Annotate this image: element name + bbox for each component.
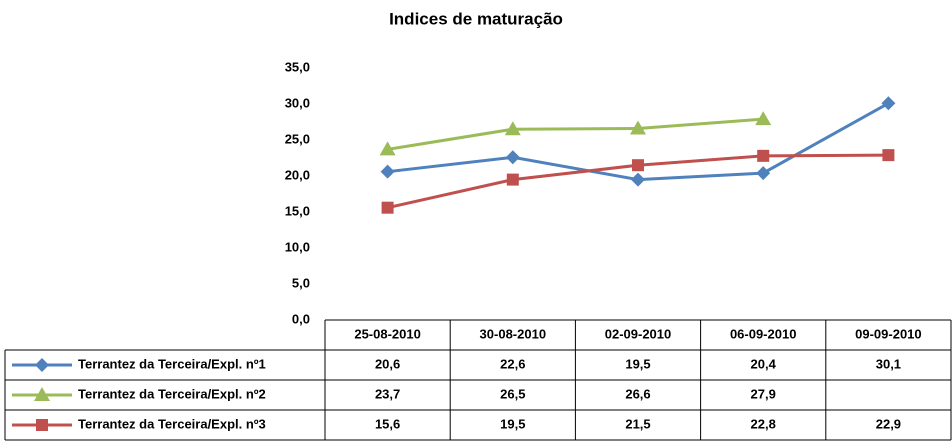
x-tick-label: 25-08-2010: [354, 326, 421, 341]
table-value: 19,5: [625, 356, 650, 371]
marker: [504, 121, 521, 136]
table-value: 20,6: [375, 356, 400, 371]
table-value: 26,6: [625, 386, 650, 401]
table-value: 22,8: [751, 416, 776, 431]
table-value: 22,6: [500, 356, 525, 371]
x-tick-label: 30-08-2010: [480, 326, 547, 341]
y-tick-label: 30,0: [285, 95, 310, 110]
x-tick-label: 09-09-2010: [855, 326, 922, 341]
marker: [881, 96, 896, 111]
y-tick-label: 5,0: [292, 275, 310, 290]
marker: [882, 149, 895, 162]
legend-label: Terrantez da Terceira/Expl. nº2: [78, 386, 266, 401]
y-tick-label: 25,0: [285, 131, 310, 146]
table-value: 19,5: [500, 416, 525, 431]
table-value: 30,1: [876, 356, 901, 371]
table-value: 23,7: [375, 386, 400, 401]
x-tick-label: 06-09-2010: [730, 326, 797, 341]
marker: [755, 111, 772, 126]
y-tick-label: 0,0: [292, 311, 310, 326]
marker: [34, 387, 50, 401]
y-tick-label: 35,0: [285, 59, 310, 74]
table-value: 21,5: [625, 416, 650, 431]
table-value: 22,9: [876, 416, 901, 431]
legend-label: Terrantez da Terceira/Expl. nº1: [78, 356, 266, 371]
table-value: 15,6: [375, 416, 400, 431]
marker: [757, 149, 770, 162]
series-line: [387, 117, 764, 151]
marker: [379, 141, 396, 156]
marker: [630, 120, 646, 135]
y-tick-label: 10,0: [285, 239, 310, 254]
x-tick-label: 02-09-2010: [605, 326, 672, 341]
marker: [506, 173, 519, 186]
marker: [380, 164, 395, 179]
y-tick-label: 20,0: [285, 167, 310, 182]
marker: [381, 201, 394, 214]
legend-label: Terrantez da Terceira/Expl. nº3: [78, 416, 266, 431]
table-value: 27,9: [751, 386, 776, 401]
marker: [505, 150, 520, 165]
marker: [35, 358, 49, 372]
table-value: 26,5: [500, 386, 525, 401]
table-value: 20,4: [751, 356, 777, 371]
marker: [632, 159, 644, 172]
marker: [36, 419, 48, 431]
chart-title: Indices de maturação: [389, 9, 563, 28]
marker: [756, 166, 771, 181]
y-tick-label: 15,0: [285, 203, 310, 218]
marker: [631, 172, 645, 187]
